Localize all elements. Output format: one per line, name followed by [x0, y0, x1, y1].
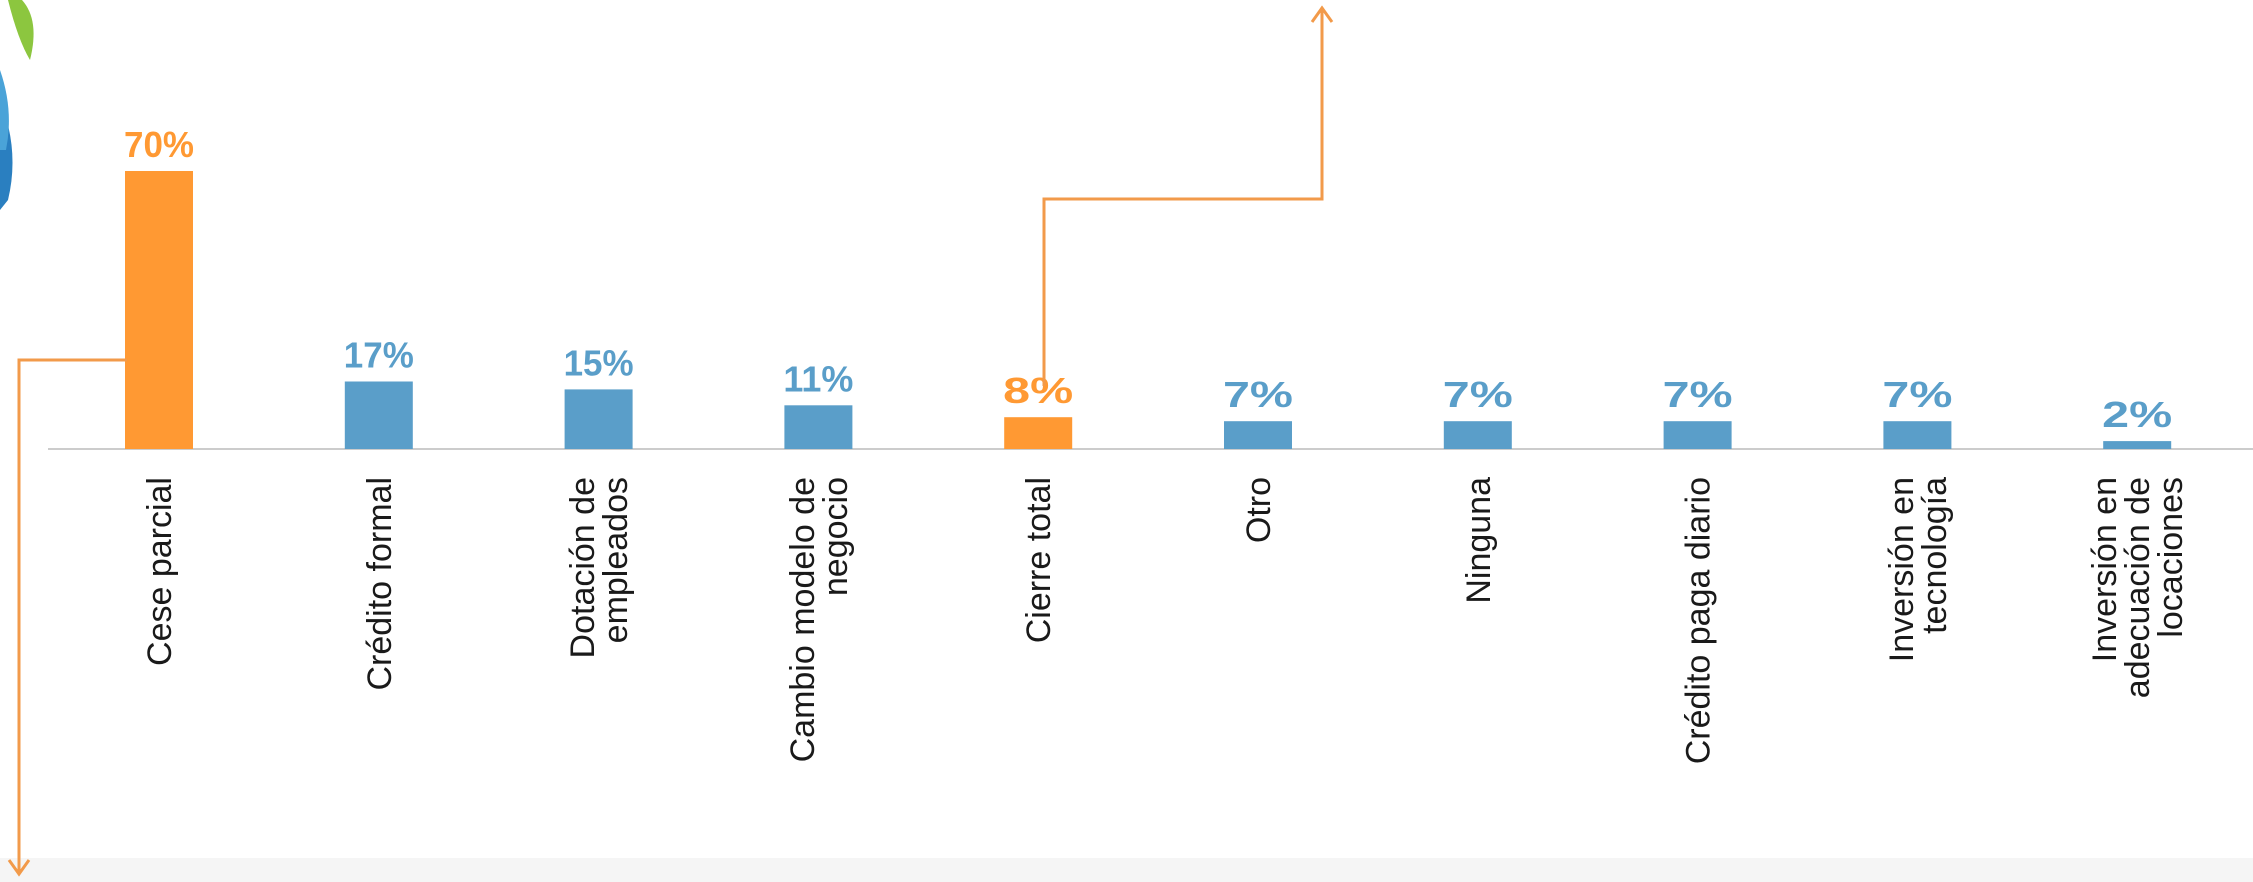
bars-group — [125, 171, 2172, 449]
category-label-7: Ninguna — [1460, 477, 1498, 604]
category-label-line: Inversión en — [1883, 477, 1921, 662]
category-label-line: empleados — [597, 477, 635, 643]
category-label-10: Inversión enadecuación delocaciones — [2086, 477, 2190, 698]
logo-fragment — [0, 0, 34, 210]
category-label-line: Otro — [1240, 477, 1278, 543]
category-label-6: Otro — [1240, 477, 1278, 543]
category-label-3: Dotación deempleados — [564, 477, 635, 658]
data-labels-group: 70% 17% 15% 11% 8% 7% 7% 7% 7% 2% — [124, 124, 2172, 435]
data-label-10: 2% — [2102, 394, 2172, 435]
data-label-5: 8% — [1003, 370, 1073, 411]
data-label-9: 7% — [1882, 374, 1952, 415]
bar-3 — [564, 389, 633, 449]
category-label-line: negocio — [817, 477, 855, 596]
category-labels-group: Cese parcial Crédito formal Dotación deemp… — [141, 477, 2190, 764]
category-label-line: Crédito paga diario — [1680, 477, 1718, 764]
data-label-4: 11% — [783, 358, 853, 399]
category-label-2: Crédito formal — [361, 477, 399, 691]
data-label-2: 17% — [344, 335, 414, 376]
callout-arrow-up — [1042, 5, 1334, 386]
data-label-8: 7% — [1663, 374, 1733, 415]
category-label-line: Inversión en — [2086, 477, 2124, 662]
data-label-7: 7% — [1443, 374, 1513, 415]
data-label-6: 7% — [1223, 374, 1293, 415]
category-label-line: Dotación de — [564, 477, 602, 658]
category-label-8: Crédito paga diario — [1680, 477, 1718, 764]
bar-5 — [1004, 417, 1073, 449]
bottom-strip — [0, 858, 2253, 882]
bar-4 — [784, 405, 853, 449]
category-label-line: tecnología — [1916, 477, 1954, 634]
category-label-line: Cese parcial — [141, 477, 179, 666]
category-label-9: Inversión entecnología — [1883, 477, 1954, 662]
category-label-line: adecuación de — [2119, 477, 2157, 698]
bar-9 — [1883, 421, 1952, 449]
category-label-line: Cambio modelo de — [784, 477, 822, 762]
category-label-line: Ninguna — [1460, 477, 1498, 604]
bar-7 — [1443, 421, 1512, 449]
data-label-1: 70% — [124, 124, 194, 165]
data-label-3: 15% — [564, 342, 634, 383]
category-label-1: Cese parcial — [141, 477, 179, 666]
category-label-line: locaciones — [2152, 477, 2190, 638]
category-label-line: Crédito formal — [361, 477, 399, 691]
bar-6 — [1224, 421, 1292, 449]
bar-1 — [125, 171, 193, 449]
callout-arrow-down — [7, 358, 127, 877]
category-label-line: Cierre total — [1020, 477, 1058, 643]
category-label-4: Cambio modelo denegocio — [784, 477, 855, 762]
bar-8 — [1663, 421, 1732, 449]
bar-2 — [344, 381, 413, 449]
category-label-5: Cierre total — [1020, 477, 1058, 643]
bar-10 — [2103, 441, 2172, 449]
